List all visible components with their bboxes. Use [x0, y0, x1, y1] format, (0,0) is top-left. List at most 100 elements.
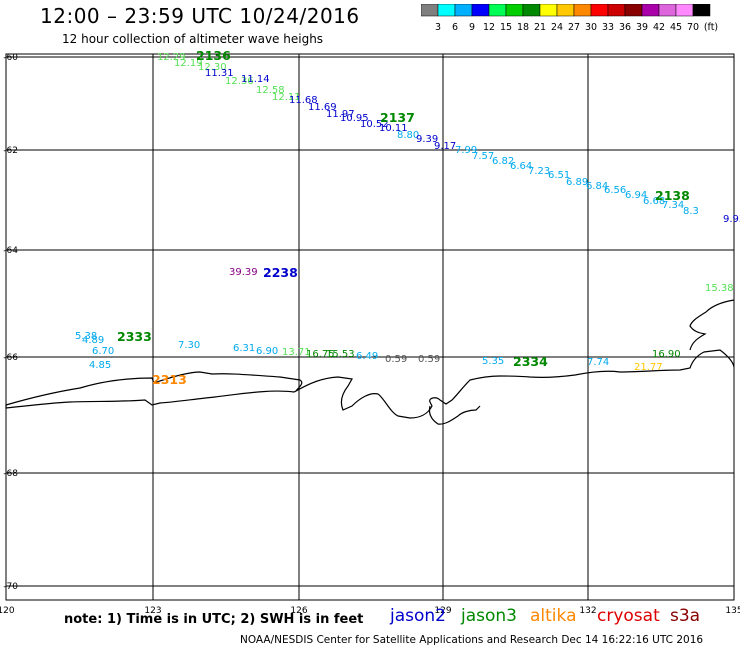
swh-observation: 6.68	[643, 196, 665, 207]
swh-observation: 11.68	[289, 95, 318, 106]
swh-observation: 6.56	[604, 185, 626, 196]
swh-observation: 6.89	[566, 177, 588, 188]
colorbar-tick-label: 24	[551, 22, 563, 33]
swh-observation: 39.39	[229, 267, 258, 278]
lon-axis-label: 120	[0, 606, 15, 616]
swh-observation: 12.19	[174, 58, 203, 69]
colorbar-tick-label: 15	[500, 22, 512, 33]
swh-observation: 6.94	[625, 190, 647, 201]
swh-observation: 9.17	[434, 141, 456, 152]
swh-observation: 12.11	[272, 92, 301, 103]
swh-observation: 16.90	[652, 349, 681, 360]
track-id-label: 2334	[513, 354, 548, 369]
legend-item-altika: altika	[530, 606, 577, 626]
swh-observation: 8.3	[683, 206, 699, 217]
lat-axis-label: -68	[3, 469, 18, 479]
swh-observation: 6.31	[233, 343, 255, 354]
coastline	[5, 371, 303, 409]
coastline-islands	[428, 405, 481, 425]
lon-axis-label: 126	[290, 606, 307, 616]
swh-observation: 4.85	[89, 360, 111, 371]
swh-observation: 5.35	[482, 356, 504, 367]
swh-observation: 7.30	[178, 340, 200, 351]
colorbar-swatch	[692, 4, 711, 17]
swh-observation: 9.93	[723, 214, 740, 225]
swh-observation: 7.34	[662, 200, 684, 211]
swh-observation: 6.49	[356, 351, 378, 362]
swh-observation: 4.89	[82, 335, 104, 346]
legend-item-s3a: s3a	[670, 606, 701, 626]
swh-observation: 7.74	[587, 357, 609, 368]
swh-observation: 5.38	[75, 331, 97, 342]
colorbar-tick-label: 3	[435, 22, 441, 33]
swh-observation: 7.23	[528, 166, 550, 177]
swh-observation: 15.38	[705, 283, 734, 294]
map-title: 12:00 – 23:59 UTC 10/24/2016	[40, 4, 360, 28]
lat-axis-label: -62	[3, 146, 18, 156]
colorbar-unit-label: (ft)	[704, 22, 718, 33]
swh-observation: 7.57	[472, 151, 494, 162]
swh-observation: 16.75	[306, 349, 335, 360]
swh-observation: 13.71	[282, 347, 311, 358]
swh-observation: 6.70	[92, 346, 114, 357]
lon-axis-label: 123	[144, 606, 161, 616]
track-id-label: 2313	[152, 372, 187, 387]
swh-observation: 6.64	[510, 161, 532, 172]
track-id-label: 2137	[380, 110, 415, 125]
swh-observation: 6.84	[586, 181, 608, 192]
lat-axis-label: -70	[3, 582, 18, 592]
swh-observation: 15.53	[326, 349, 355, 360]
lon-axis-label: 132	[579, 606, 596, 616]
colorbar-tick-label: 18	[517, 22, 529, 33]
color-scale-legend: 3 6 9 12 15 18 21 24 27 30 33 36 39 42 45 70 (ft)	[421, 4, 718, 33]
lat-axis-label: -66	[3, 353, 18, 363]
track-id-label: 2333	[117, 329, 152, 344]
swh-observation: 12.30	[198, 62, 227, 73]
swh-observation: 12.36	[225, 76, 254, 87]
swh-observation: 6.51	[548, 170, 570, 181]
map-subtitle: 12 hour collection of altimeter wave hei…	[62, 32, 324, 46]
coastline-right	[689, 299, 735, 351]
track-id-label: 2138	[655, 188, 690, 203]
swh-observation: 11.31	[205, 68, 234, 79]
colorbar-tick-label: 6	[452, 22, 458, 33]
colorbar-tick-label: 12	[483, 22, 495, 33]
swh-observation: 11.69	[308, 102, 337, 113]
swh-observation: 7.99	[455, 145, 477, 156]
legend-item-jason3: jason3	[461, 606, 517, 626]
colorbar-tick-label: 33	[602, 22, 614, 33]
swh-observation: 21.77	[634, 362, 663, 373]
swh-observation: 6.82	[492, 156, 514, 167]
units-note: note: 1) Time is in UTC; 2) SWH is in fe…	[64, 612, 364, 627]
colorbar-tick-label: 9	[469, 22, 475, 33]
observation-labels: 12.2912.1912.3011.3112.3611.1412.5812.11…	[75, 52, 740, 373]
swh-observation: 10.95	[340, 113, 369, 124]
track-id-labels: 2136 2137 2138 2238 2333 2313 2334	[117, 48, 690, 387]
colorbar-tick-label: 21	[534, 22, 546, 33]
swh-observation: 10.52	[360, 119, 389, 130]
credit-line: NOAA/NESDIS Center for Satellite Applica…	[240, 634, 704, 646]
lon-axis-label: 129	[434, 606, 451, 616]
colorbar-tick-label: 39	[636, 22, 648, 33]
swh-observation: 0.59	[418, 354, 440, 365]
colorbar-tick-label: 42	[653, 22, 665, 33]
swh-observation: 11.97	[326, 109, 355, 120]
track-id-label: 2238	[263, 265, 298, 280]
colorbar-tick-label: 27	[568, 22, 580, 33]
lat-axis-label: -60	[3, 53, 18, 63]
swh-observation: 0.59	[385, 354, 407, 365]
swh-observation: 11.14	[241, 74, 270, 85]
swh-observation: 8.80	[397, 130, 419, 141]
colorbar-tick-label: 36	[619, 22, 631, 33]
graticule: 120 123 126 129 132 135 -60 -62 -64 -66 -68 -70	[0, 53, 740, 616]
coastline-east	[295, 349, 735, 419]
lat-axis-label: -64	[3, 246, 18, 256]
swh-observation: 10.11	[379, 123, 408, 134]
swh-observation: 6.90	[256, 346, 278, 357]
track-id-label: 2136	[196, 48, 231, 63]
swh-observation: 9.39	[416, 134, 438, 145]
lon-axis-label: 135	[725, 606, 740, 616]
colorbar-tick-label: 30	[585, 22, 597, 33]
plot-frame	[5, 53, 735, 601]
